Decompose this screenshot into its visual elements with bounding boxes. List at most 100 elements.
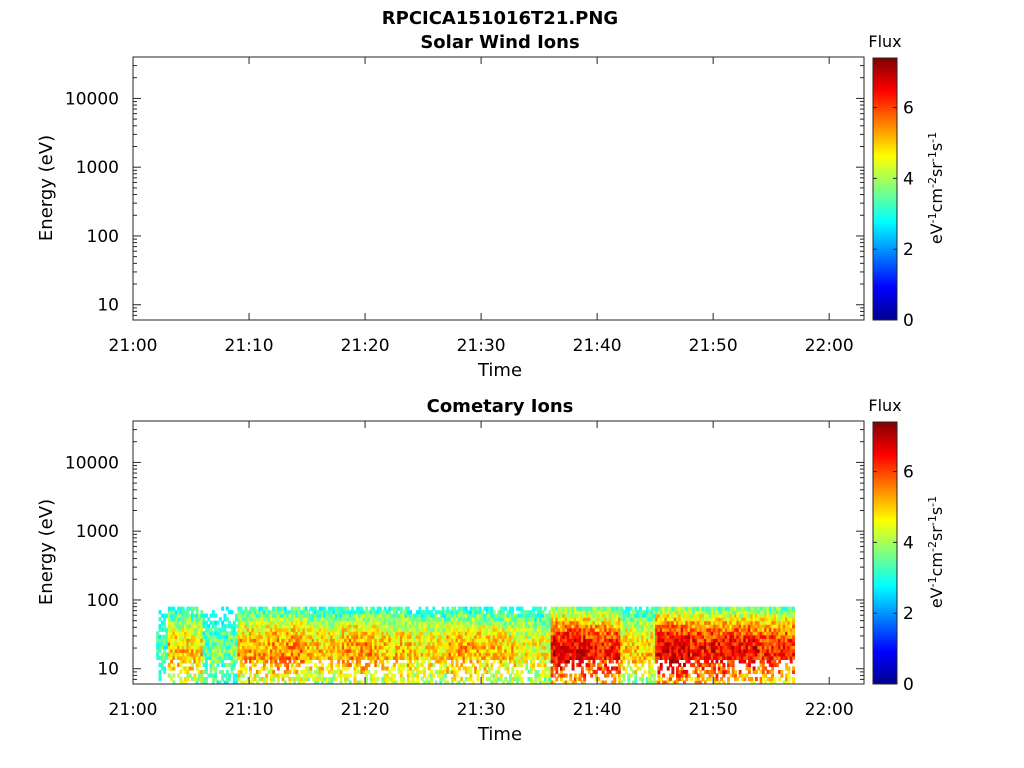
heatmap-cell [664,659,668,664]
heatmap-cell [747,620,751,625]
heatmap-cell [701,641,705,646]
heatmap-cell [601,641,605,646]
heatmap-cell [325,666,329,671]
heatmap-cell [685,627,689,632]
heatmap-cell [518,673,522,678]
heatmap-cell [752,645,756,650]
heatmap-cell [673,631,677,636]
heatmap-cell [170,631,174,636]
heatmap-cell [706,641,710,646]
heatmap-cell [615,652,619,657]
heatmap-cell [539,662,543,668]
heatmap-cell [703,634,707,639]
heatmap-cell [673,652,677,657]
heatmap-cell [585,655,589,660]
heatmap-cell [262,631,266,636]
heatmap-cell [416,624,420,629]
heatmap-cell [200,655,204,660]
heatmap-cell [177,617,181,622]
heatmap-cell [388,648,392,653]
heatmap-cell [673,617,677,622]
heatmap-cell [599,655,603,660]
heatmap-cell [518,645,522,650]
heatmap-cell [302,676,306,682]
heatmap-cell [506,641,510,646]
heatmap-cell [283,659,287,664]
heatmap-cell [200,641,204,646]
heatmap-cell [372,680,375,684]
heatmap-cell [599,666,603,671]
heatmap-cell [430,610,433,615]
heatmap-cell [225,631,229,636]
heatmap-cell [773,624,777,629]
heatmap-cell [511,666,515,671]
heatmap-cell [587,655,591,660]
heatmap-cell [669,652,672,657]
heatmap-cell [492,673,496,678]
heatmap-cell [390,620,394,625]
heatmap-cell [652,617,656,622]
heatmap-cell [409,634,413,639]
heatmap-cell [613,627,617,632]
heatmap-cell [495,648,498,653]
heatmap-cell [302,659,306,664]
heatmap-cell [395,617,399,622]
heatmap-cell [488,631,491,636]
heatmap-cell [492,680,496,684]
heatmap-cell [717,606,721,611]
heatmap-cell [720,641,724,646]
heatmap-cell [634,676,638,682]
heatmap-cell [320,669,324,675]
heatmap-cell [694,634,698,639]
heatmap-cell [281,648,285,653]
heatmap-cell [622,613,626,618]
heatmap-cell [536,631,540,636]
heatmap-cell [193,645,197,650]
heatmap-cell [288,641,292,646]
heatmap-cell [578,634,582,639]
heatmap-cell [469,638,473,643]
heatmap-cell [571,652,575,657]
heatmap-cell [613,645,617,650]
heatmap-cell [439,627,443,632]
heatmap-cell [592,652,596,657]
heatmap-cell [666,631,670,636]
heatmap-cell [255,680,259,684]
heatmap-cell [483,641,487,646]
heatmap-cell [613,666,617,671]
heatmap-cell [520,617,524,622]
heatmap-cell [727,620,730,625]
heatmap-cell [244,606,248,611]
heatmap-cell [722,627,726,632]
heatmap-cell [587,645,591,650]
heatmap-cell [453,645,457,650]
heatmap-cell [515,641,519,646]
heatmap-cell [467,617,471,622]
heatmap-cell [172,655,176,660]
heatmap-cell [218,634,222,639]
heatmap-cell [411,617,415,622]
heatmap-cell [295,676,299,682]
heatmap-cell [325,617,329,622]
heatmap-cell [601,648,605,653]
heatmap-cell [195,652,199,657]
heatmap-cell [629,634,633,639]
heatmap-cell [200,631,204,636]
heatmap-cell [260,634,264,639]
heatmap-cell [255,659,259,664]
heatmap-cell [611,638,614,643]
heatmap-cell [560,610,563,615]
heatmap-cell [701,613,705,618]
heatmap-cell [181,645,185,650]
heatmap-cell [186,610,190,615]
heatmap-cell [687,655,691,660]
heatmap-cell [680,624,684,629]
heatmap-cell [745,648,749,653]
heatmap-cell [439,652,443,657]
heatmap-cell [325,627,329,632]
heatmap-cell [497,645,501,650]
heatmap-cell [571,634,575,639]
heatmap-cell [476,624,480,629]
heatmap-cell [724,606,728,611]
heatmap-cell [636,659,640,664]
